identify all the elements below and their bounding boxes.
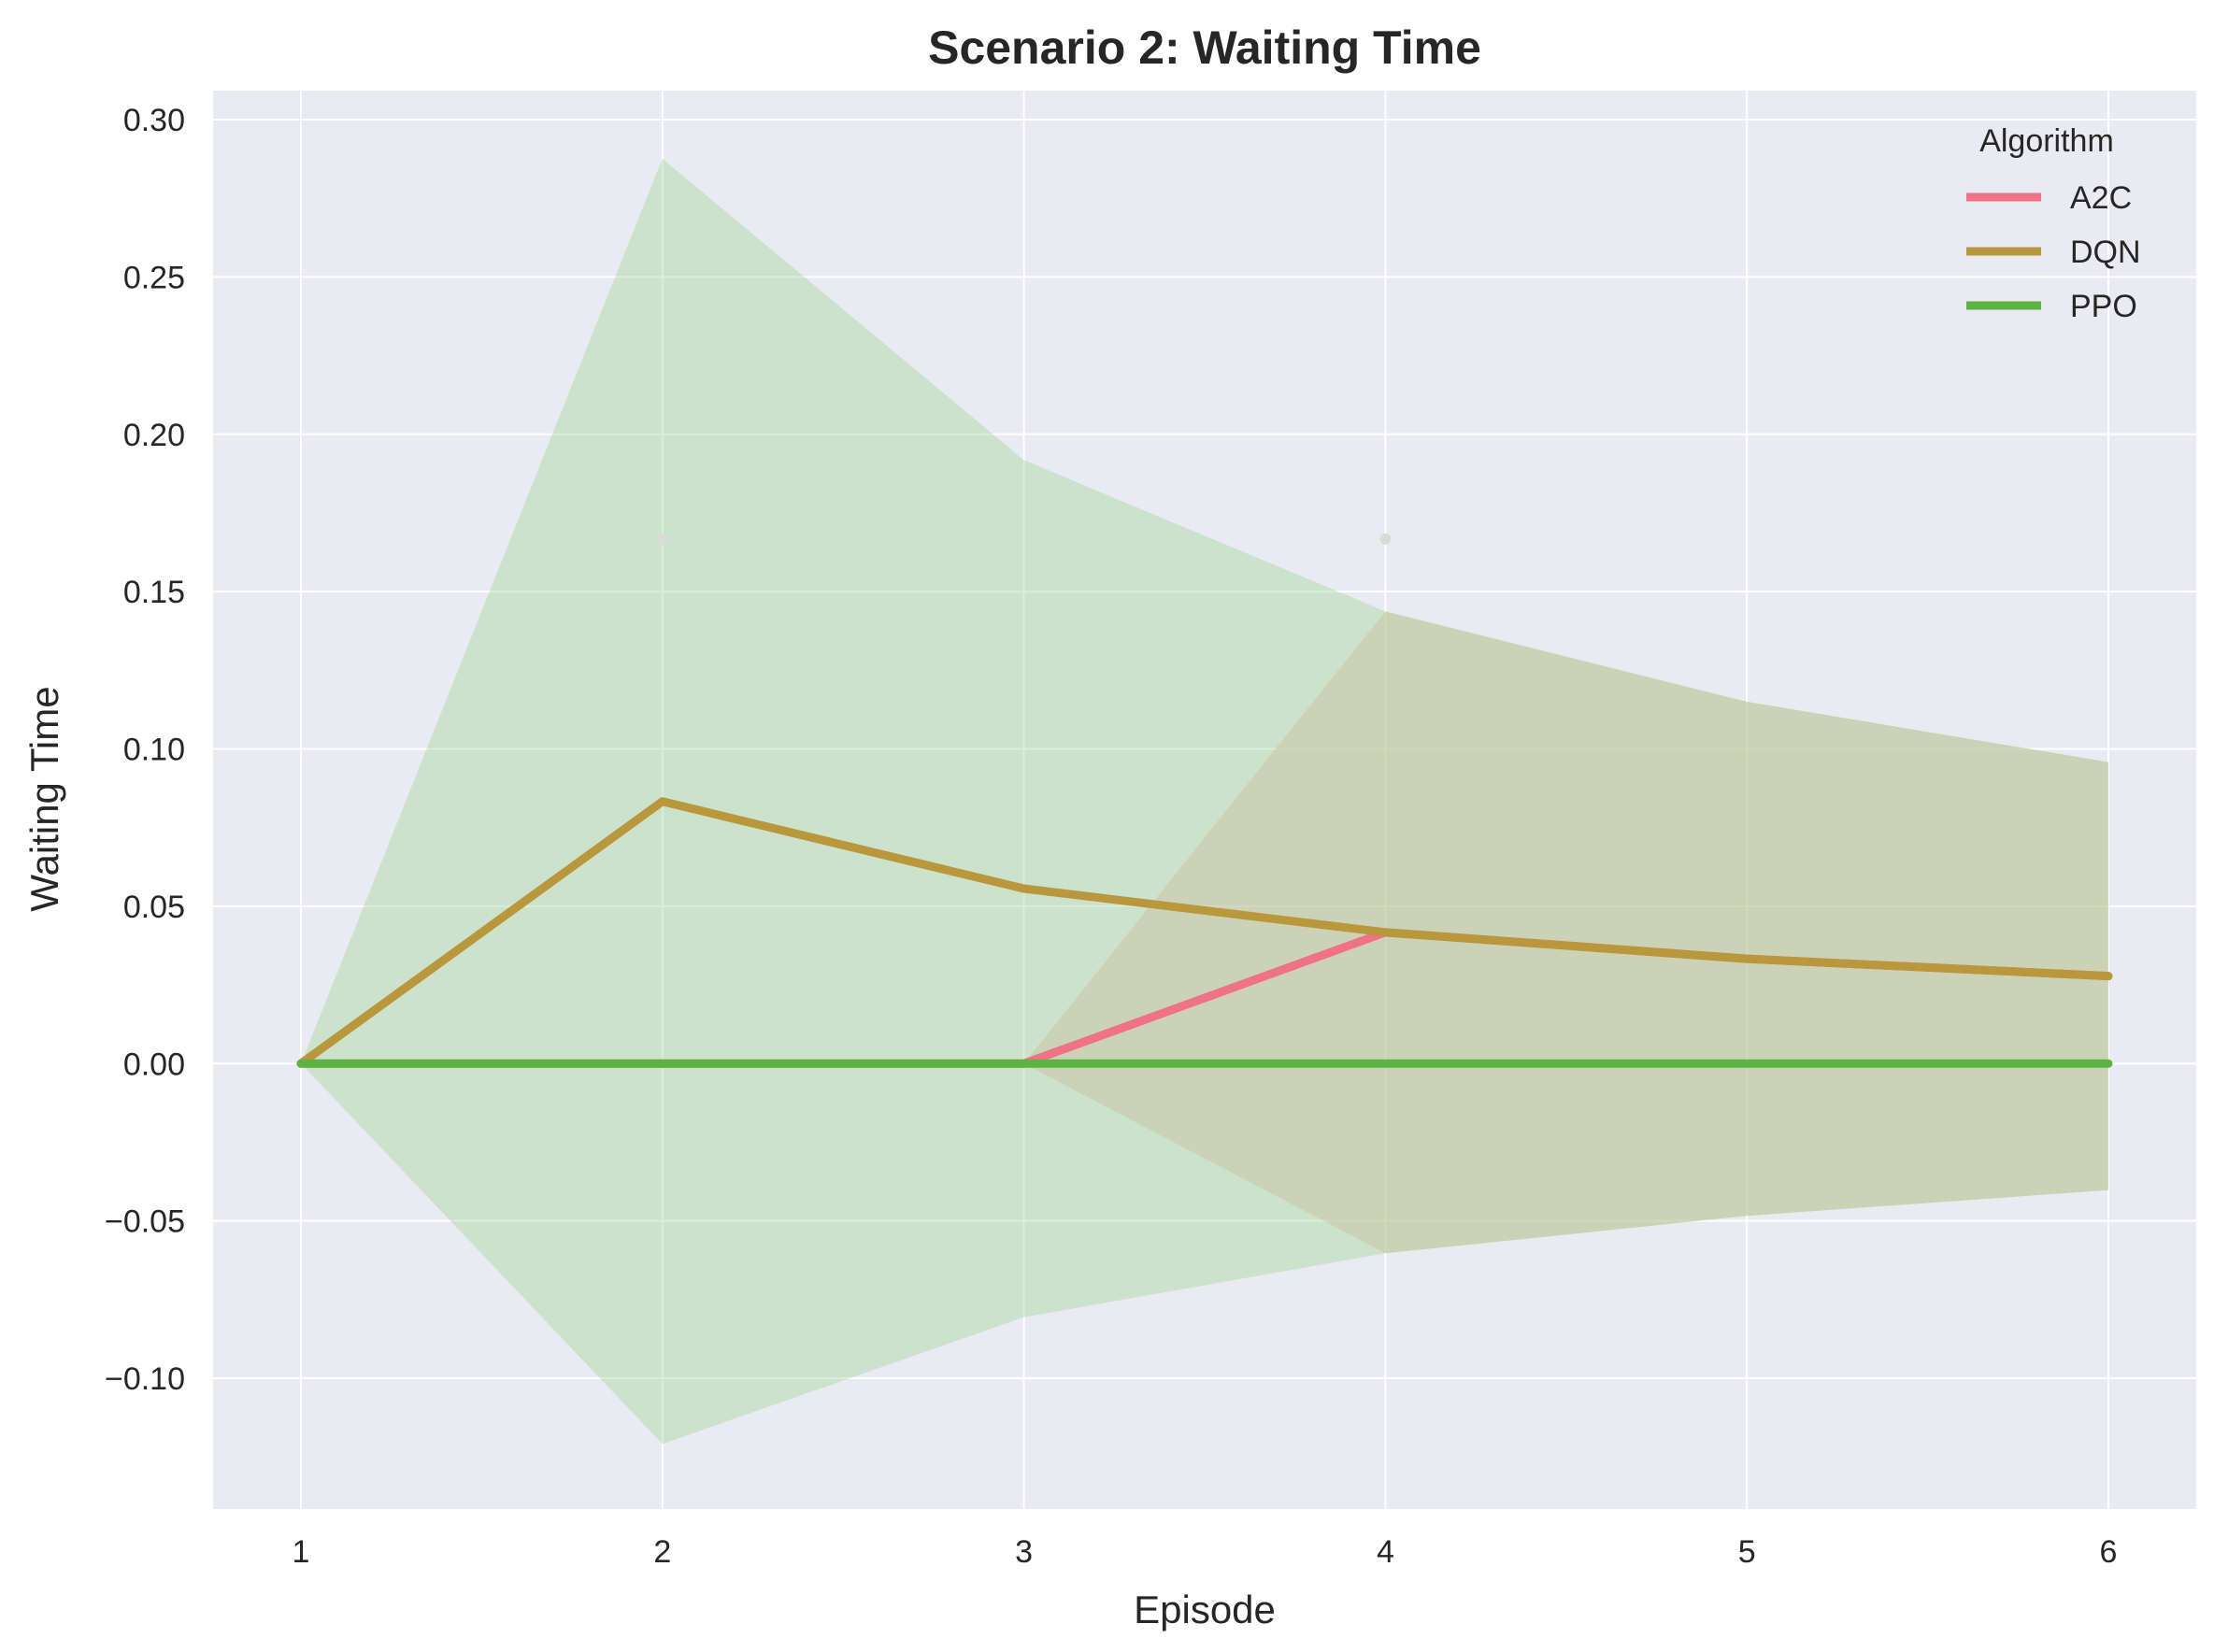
x-tick-label: 3 bbox=[1015, 1534, 1033, 1570]
legend-label-ppo: PPO bbox=[2070, 289, 2137, 324]
y-tick-label: −0.10 bbox=[105, 1361, 185, 1397]
y-tick-label: 0.20 bbox=[123, 418, 185, 453]
legend-label-dqn: DQN bbox=[2070, 235, 2141, 270]
scatter-point bbox=[656, 533, 668, 545]
y-tick-labels: 0.30 0.25 0.20 0.15 0.10 0.05 0.00 −0.05 −0.10 bbox=[105, 103, 185, 1397]
scatter-points bbox=[656, 533, 1392, 545]
legend-label-a2c: A2C bbox=[2070, 180, 2132, 216]
plot-area bbox=[213, 91, 2196, 1509]
chart-title: Scenario 2: Waiting Time bbox=[928, 21, 1481, 74]
y-tick-label: 0.05 bbox=[123, 890, 185, 925]
x-tick-label: 6 bbox=[2100, 1534, 2118, 1570]
confidence-bands bbox=[301, 158, 2108, 1445]
x-tick-label: 2 bbox=[653, 1534, 671, 1570]
legend: Algorithm A2C DQN PPO bbox=[1966, 123, 2141, 324]
y-tick-label: 0.10 bbox=[123, 733, 185, 768]
band-ppo bbox=[301, 158, 2108, 1445]
series-lines bbox=[296, 797, 2113, 1068]
legend-items: A2C DQN PPO bbox=[1966, 180, 2141, 324]
y-tick-label: 0.00 bbox=[123, 1047, 185, 1082]
x-tick-label: 1 bbox=[293, 1534, 310, 1570]
y-tick-label: −0.05 bbox=[105, 1204, 185, 1240]
series-line-dqn bbox=[296, 797, 2113, 1068]
y-axis-label: Waiting Time bbox=[22, 686, 66, 911]
band-a2c bbox=[301, 611, 2108, 1254]
x-tick-label: 5 bbox=[1738, 1534, 1756, 1570]
x-tick-label: 4 bbox=[1377, 1534, 1394, 1570]
y-tick-label: 0.25 bbox=[123, 260, 185, 295]
x-tick-labels: 1 2 3 4 5 6 bbox=[293, 1534, 2118, 1570]
legend-title: Algorithm bbox=[1979, 123, 2114, 159]
y-tick-label: 0.15 bbox=[123, 575, 185, 610]
scatter-point bbox=[1379, 533, 1392, 545]
y-tick-label: 0.30 bbox=[123, 103, 185, 138]
x-axis-label: Episode bbox=[1134, 1588, 1276, 1631]
